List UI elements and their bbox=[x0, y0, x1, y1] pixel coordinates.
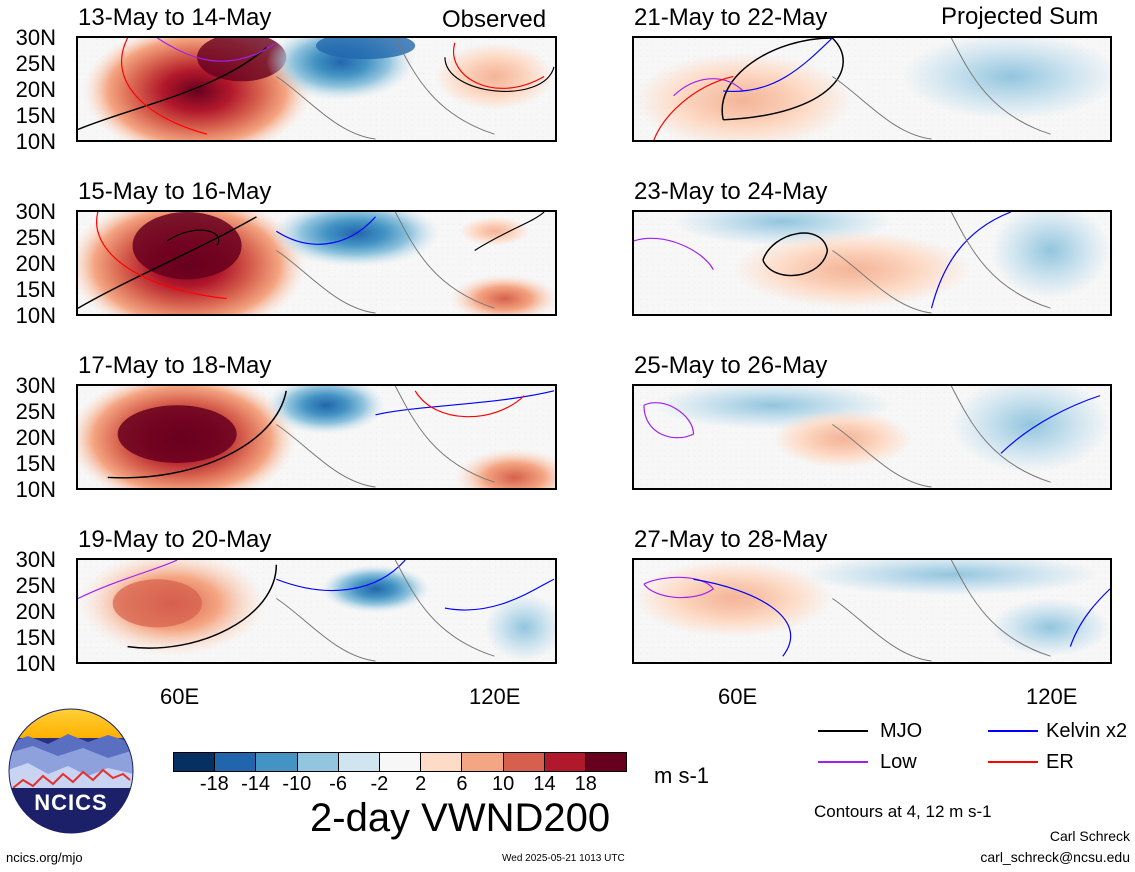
legend-mjo-swatch bbox=[818, 730, 868, 732]
contours-note: Contours at 4, 12 m s-1 bbox=[814, 802, 992, 821]
legend-kelvin-swatch bbox=[988, 730, 1038, 732]
lat-15n: 15N bbox=[15, 103, 56, 128]
colorbar-tick-label: 14 bbox=[533, 773, 556, 795]
footer-email[interactable]: carl_schreck@ncsu.edu bbox=[980, 849, 1130, 865]
legend-low-label: Low bbox=[880, 751, 917, 773]
lat-25n: 25N bbox=[15, 399, 56, 424]
colorbar bbox=[173, 752, 627, 772]
panel-title-right-2: 23-May to 24-May bbox=[634, 178, 828, 205]
map-panel-right-1 bbox=[632, 36, 1112, 142]
lon-60e-left: 60E bbox=[160, 684, 200, 709]
lat-25n: 25N bbox=[15, 225, 56, 250]
projected-label: Projected Sum bbox=[941, 3, 1099, 30]
lat-15n: 15N bbox=[15, 451, 56, 476]
colorbar-swatch bbox=[421, 753, 463, 771]
footer-author: Carl Schreck bbox=[1049, 828, 1130, 844]
panel-title-right-1: 21-May to 22-May bbox=[634, 4, 828, 31]
legend-low-swatch bbox=[818, 761, 868, 763]
legend-kelvin-line bbox=[988, 730, 1038, 732]
panel-title-left-4: 19-May to 20-May bbox=[78, 526, 272, 553]
colorbar-swatch bbox=[338, 753, 380, 771]
lat-10n: 10N bbox=[15, 129, 56, 154]
lat-20n: 20N bbox=[15, 425, 56, 450]
colorbar-swatch bbox=[503, 753, 545, 771]
legend-er-label: ER bbox=[1046, 751, 1074, 773]
lat-30n: 30N bbox=[15, 373, 56, 398]
colorbar-swatch bbox=[256, 753, 298, 771]
legend-mjo-line bbox=[818, 730, 868, 732]
colorbar-swatch bbox=[462, 753, 504, 771]
colorbar-swatch bbox=[297, 753, 339, 771]
lat-15n: 15N bbox=[15, 625, 56, 650]
lon-120e-right: 120E bbox=[1026, 684, 1078, 709]
colorbar-tick-label: -18 bbox=[199, 773, 229, 795]
panel-title-right-4: 27-May to 28-May bbox=[634, 526, 828, 553]
colorbar-tick-label: -10 bbox=[282, 773, 312, 795]
lat-30n: 30N bbox=[15, 547, 56, 572]
footer-url[interactable]: ncics.org/mjo bbox=[6, 850, 83, 865]
colorbar-swatch bbox=[379, 753, 422, 771]
colorbar-tick-label: 10 bbox=[492, 773, 515, 795]
colorbar-tick-label: -6 bbox=[329, 773, 347, 795]
lat-20n: 20N bbox=[15, 251, 56, 276]
colorbar-units: m s-1 bbox=[654, 763, 709, 788]
colorbar-tick-label: -2 bbox=[370, 773, 389, 795]
legend-er-line bbox=[988, 761, 1038, 763]
figure-title: 2-day VWND200 bbox=[310, 796, 611, 840]
lat-25n: 25N bbox=[15, 51, 56, 76]
ncics-logo-text: NCICS bbox=[34, 790, 108, 815]
colorbar-tick-label: 2 bbox=[415, 773, 427, 795]
map-panel-left-3 bbox=[76, 384, 557, 490]
lat-10n: 10N bbox=[15, 651, 56, 676]
map-panel-left-1 bbox=[76, 36, 557, 142]
panel-title-left-2: 15-May to 16-May bbox=[78, 178, 272, 205]
map-panel-left-4 bbox=[76, 558, 557, 664]
lat-15n: 15N bbox=[15, 277, 56, 302]
ncics-logo: NCICS bbox=[8, 708, 134, 834]
colorbar-tick-label: 6 bbox=[456, 773, 468, 795]
lon-120e-left: 120E bbox=[469, 684, 521, 709]
map-panel-right-3 bbox=[632, 384, 1112, 490]
legend-mjo-label: MJO bbox=[880, 720, 923, 742]
legend-low-line bbox=[818, 761, 868, 763]
colorbar-swatch bbox=[544, 753, 586, 771]
lat-20n: 20N bbox=[15, 599, 56, 624]
lat-25n: 25N bbox=[15, 573, 56, 598]
colorbar-tick-label: 18 bbox=[574, 773, 597, 795]
map-panel-right-2 bbox=[632, 210, 1112, 316]
lat-30n: 30N bbox=[15, 199, 56, 224]
panel-title-right-3: 25-May to 26-May bbox=[634, 352, 828, 379]
legend-kelvin-label: Kelvin x2 bbox=[1046, 720, 1128, 742]
observed-label: Observed bbox=[442, 6, 547, 33]
map-panel-right-4 bbox=[632, 558, 1112, 664]
lat-20n: 20N bbox=[15, 77, 56, 102]
lat-10n: 10N bbox=[15, 303, 56, 328]
map-panel-left-2 bbox=[76, 210, 557, 316]
panel-title-left-3: 17-May to 18-May bbox=[78, 352, 272, 379]
footer-timestamp: Wed 2025-05-21 1013 UTC bbox=[502, 853, 625, 864]
colorbar-swatch bbox=[585, 753, 627, 771]
colorbar-tick-label: -14 bbox=[241, 773, 270, 795]
legend-er-swatch bbox=[988, 761, 1038, 763]
colorbar-swatch bbox=[215, 753, 257, 771]
lat-10n: 10N bbox=[15, 477, 56, 502]
panel-title-left-1: 13-May to 14-May bbox=[78, 4, 272, 31]
lat-30n: 30N bbox=[15, 25, 56, 50]
lon-60e-right: 60E bbox=[718, 684, 758, 709]
ncics-logo-graphic bbox=[8, 708, 134, 834]
colorbar-swatch bbox=[174, 753, 216, 771]
